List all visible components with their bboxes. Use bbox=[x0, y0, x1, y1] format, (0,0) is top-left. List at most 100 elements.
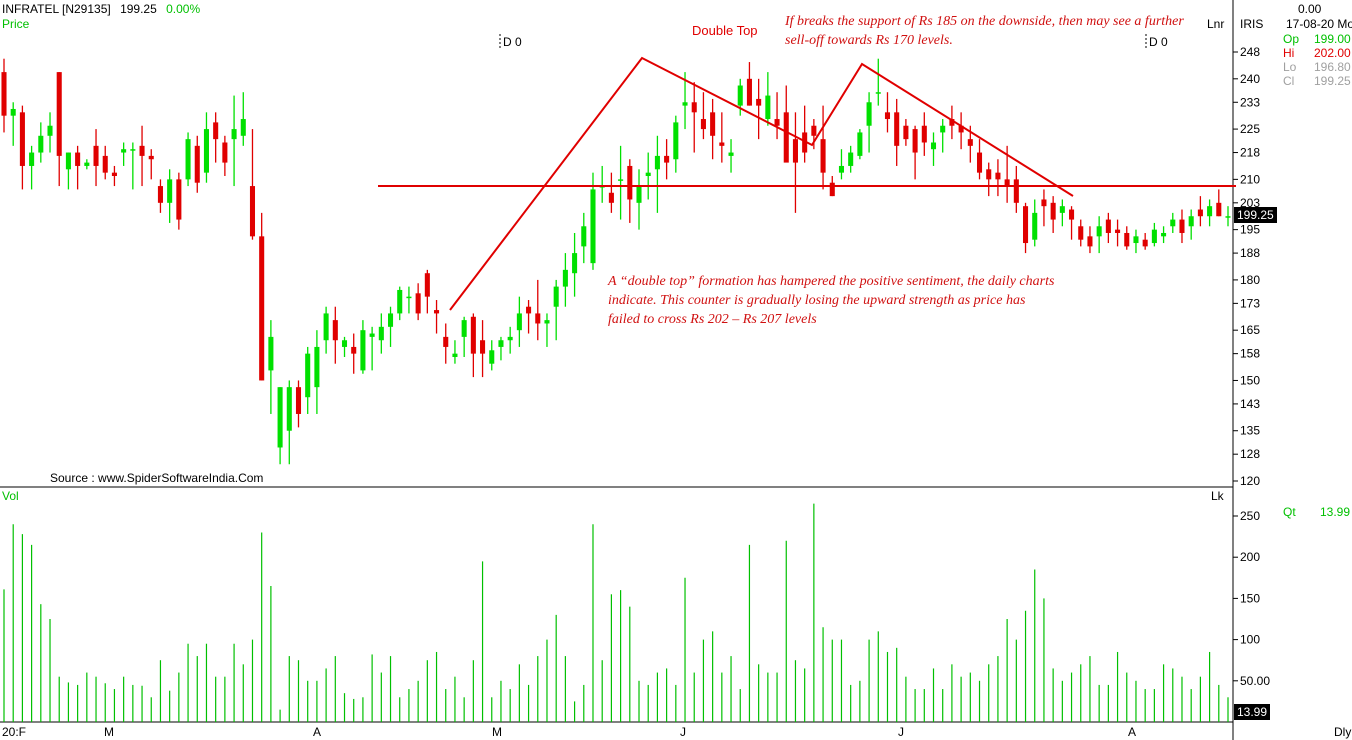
time-tick-label: A bbox=[1128, 725, 1136, 739]
candle-body bbox=[406, 296, 412, 299]
candle-body bbox=[249, 186, 256, 237]
candle-body bbox=[360, 330, 366, 371]
price-tick-label: 143 bbox=[1240, 397, 1260, 411]
volume-unit: Lk bbox=[1211, 489, 1224, 503]
double-top-pattern-line bbox=[449, 56, 1074, 311]
candle-body bbox=[535, 313, 541, 324]
candle-body bbox=[130, 149, 136, 151]
d0-marker-right: D 0 bbox=[1149, 35, 1168, 49]
candle-body bbox=[553, 286, 559, 307]
candle-body bbox=[1197, 209, 1203, 217]
candle-body bbox=[443, 336, 449, 347]
candle-body bbox=[921, 125, 927, 143]
price-tick-label: 173 bbox=[1240, 296, 1260, 310]
source-credit: Source : www.SpiderSoftwareIndia.Com bbox=[50, 471, 264, 485]
time-tick-label: J bbox=[898, 725, 904, 739]
price-tick-label: 135 bbox=[1240, 424, 1260, 438]
candle-body bbox=[19, 112, 25, 166]
candle-body bbox=[167, 179, 173, 203]
price-tick-label: 210 bbox=[1240, 172, 1260, 186]
quantity-value: 13.99 bbox=[1320, 505, 1351, 519]
candle-body bbox=[838, 165, 845, 173]
candle-body bbox=[866, 102, 872, 126]
candle-body bbox=[986, 169, 992, 180]
candle-body bbox=[737, 85, 743, 106]
candle-body bbox=[884, 112, 891, 120]
candle-body bbox=[1069, 209, 1075, 220]
candle-body bbox=[848, 152, 854, 166]
candle-body bbox=[976, 152, 983, 173]
candle-body bbox=[1142, 239, 1148, 247]
candle-body bbox=[93, 145, 99, 166]
price-tick-label: 195 bbox=[1240, 223, 1260, 237]
candle-body bbox=[930, 142, 937, 150]
candle-body bbox=[1179, 219, 1185, 233]
candle-body bbox=[507, 336, 513, 341]
candle-body bbox=[314, 346, 320, 388]
candle-body bbox=[1115, 229, 1121, 233]
candle-body bbox=[387, 313, 394, 327]
candle-body bbox=[1124, 232, 1130, 247]
candle-body bbox=[102, 155, 108, 173]
candle-body bbox=[875, 92, 881, 94]
candle-body bbox=[756, 98, 762, 106]
candle-body bbox=[1225, 216, 1231, 218]
candle-body bbox=[774, 119, 780, 126]
candle-body bbox=[1207, 206, 1213, 217]
candle-body bbox=[231, 129, 237, 140]
time-tick-label: A bbox=[313, 725, 321, 739]
open-label: Op bbox=[1283, 32, 1300, 46]
candle-body bbox=[286, 387, 292, 431]
candle-body bbox=[691, 102, 697, 113]
candle-body bbox=[719, 142, 725, 146]
candle-body bbox=[1170, 219, 1176, 227]
candle-body bbox=[213, 122, 219, 140]
candle-body bbox=[305, 353, 311, 398]
time-tick-label: M bbox=[492, 725, 502, 739]
candle-body bbox=[903, 125, 909, 140]
low-value: 196.80 bbox=[1314, 60, 1351, 74]
volume-axis: 250 200 150 100 50.00 bbox=[1233, 509, 1270, 688]
candle-body bbox=[590, 189, 596, 264]
time-tick-label: J bbox=[680, 725, 686, 739]
candle-body bbox=[203, 129, 209, 173]
candle-body bbox=[1041, 199, 1047, 207]
price-axis: 248 240 233 225 218 210 203 195 188 180 173 165 158 1… bbox=[1233, 45, 1260, 488]
candle-body bbox=[38, 135, 44, 153]
candle-body bbox=[1023, 206, 1029, 244]
open-value: 199.00 bbox=[1314, 32, 1351, 46]
candle-body bbox=[139, 145, 145, 156]
candle-body bbox=[268, 336, 274, 371]
candle-body bbox=[857, 132, 863, 156]
candle-body bbox=[700, 119, 706, 130]
candle-body bbox=[84, 162, 90, 166]
ohlc-value: 0.00 bbox=[1298, 2, 1322, 16]
candle-body bbox=[645, 172, 651, 177]
price-tick-label: 180 bbox=[1240, 273, 1260, 287]
candle-body bbox=[148, 155, 154, 160]
candle-body bbox=[765, 95, 771, 120]
time-axis: 20:F M A M J J A bbox=[2, 725, 1136, 739]
candle-body bbox=[1032, 212, 1038, 240]
close-label: Cl bbox=[1283, 74, 1295, 88]
candle-body bbox=[728, 152, 734, 156]
volume-panel-label: Vol bbox=[2, 489, 19, 503]
period-label: Dly bbox=[1334, 725, 1352, 739]
candle-body bbox=[461, 320, 467, 337]
last-volume-tag: 13.99 bbox=[1234, 704, 1271, 720]
double-top-description: A “double top” formation has hampered th… bbox=[608, 274, 1055, 327]
candle-body bbox=[949, 119, 955, 126]
candles bbox=[1, 58, 1231, 465]
change-percent: 0.00% bbox=[166, 2, 201, 16]
candle-body bbox=[682, 102, 688, 106]
candle-body bbox=[627, 165, 633, 200]
candle-body bbox=[1096, 226, 1102, 237]
candle-body bbox=[811, 125, 817, 136]
breakdown-note: If breaks the support of Rs 185 on the d… bbox=[785, 14, 1184, 48]
candle-body bbox=[176, 179, 182, 220]
candle-body bbox=[240, 119, 246, 136]
high-value: 202.00 bbox=[1314, 46, 1351, 60]
candle-body bbox=[608, 192, 614, 203]
candle-body bbox=[397, 289, 403, 314]
candle-body bbox=[995, 172, 1001, 180]
